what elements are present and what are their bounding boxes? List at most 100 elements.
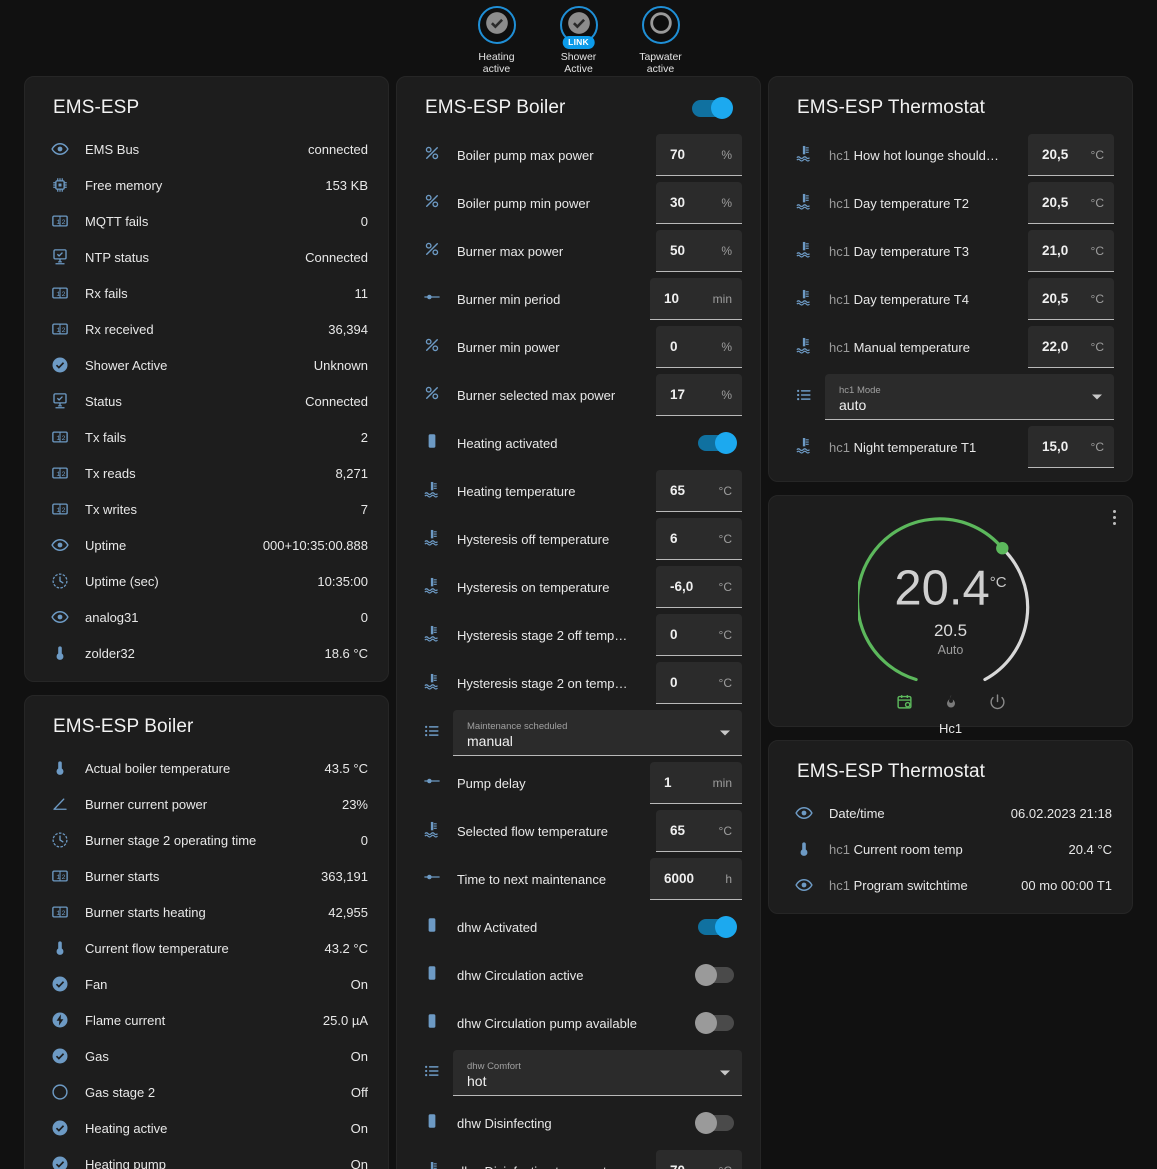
boiler-icon: [428, 1013, 436, 1028]
svg-text:2: 2: [62, 219, 66, 227]
data-row: Free memory 153 KB: [41, 167, 372, 203]
row-value: 000+10:35:00.888: [262, 537, 368, 553]
input-value: 10: [664, 291, 680, 306]
input-row-label: Heating temperature: [457, 483, 576, 499]
row-value: 7: [360, 501, 368, 517]
check-circle-icon: [52, 357, 68, 373]
thermostat-dial[interactable]: 20.4°C 20.5 Auto: [858, 514, 1043, 699]
value-input[interactable]: 15,0 °C: [1028, 426, 1114, 468]
calendar-schedule-icon[interactable]: [896, 693, 913, 715]
value-input[interactable]: 0 °C: [656, 614, 742, 656]
status-item-2[interactable]: Tapwater active: [630, 6, 692, 75]
value-input[interactable]: 65 °C: [656, 810, 742, 852]
value-input[interactable]: 70 °C: [656, 1150, 742, 1169]
value-input[interactable]: 50 %: [656, 230, 742, 272]
value-input[interactable]: 65 °C: [656, 470, 742, 512]
percent-icon: [423, 192, 453, 215]
power-icon[interactable]: [989, 693, 1006, 715]
value-input[interactable]: 70 %: [656, 134, 742, 176]
value-input[interactable]: 21,0 °C: [1028, 230, 1114, 272]
value-input[interactable]: 20,5 °C: [1028, 278, 1114, 320]
value-input[interactable]: 0 °C: [656, 662, 742, 704]
status-label-1: Shower Active: [560, 51, 597, 75]
input-row-label: Hysteresis stage 2 off temp…: [457, 627, 628, 643]
input-unit: °C: [705, 1164, 732, 1169]
value-input[interactable]: 17 %: [656, 374, 742, 416]
value-input[interactable]: 6 °C: [656, 518, 742, 560]
value-input[interactable]: 20,5 °C: [1028, 134, 1114, 176]
watertemp-icon: [423, 480, 453, 503]
toggle-switch[interactable]: [695, 1012, 734, 1034]
card-ems-esp: EMS-ESP EMS Bus connected Free memory 15…: [24, 76, 389, 682]
percent-icon: [423, 144, 453, 167]
eye-icon: [51, 538, 69, 552]
value-input[interactable]: 22,0 °C: [1028, 326, 1114, 368]
toggle-switch[interactable]: [698, 432, 737, 454]
row-label: hc1 Program switchtime: [829, 877, 968, 893]
value-input[interactable]: 1 min: [650, 762, 742, 804]
row-value: Off: [350, 1084, 368, 1100]
toggle-row: dhw Disinfecting: [413, 1099, 744, 1147]
status-item-1[interactable]: LINK Shower Active: [548, 6, 610, 75]
row-value: 18.6 °C: [324, 645, 368, 661]
check-circle-icon: [566, 10, 592, 41]
card-title-boiler-status: EMS-ESP Boiler: [53, 716, 194, 737]
row-value: Connected: [305, 249, 368, 265]
status-item-0[interactable]: Heating active: [466, 6, 528, 75]
input-row-label: hc1 How hot lounge should…: [829, 147, 999, 163]
value-input[interactable]: 0 %: [656, 326, 742, 368]
value-input[interactable]: 6000 h: [650, 858, 742, 900]
row-label: Free memory: [85, 177, 163, 193]
input-row-label-prefix: hc1: [829, 243, 854, 259]
row-label: analog31: [85, 609, 139, 625]
memory-icon: [51, 176, 81, 194]
toggle-knob: [695, 1012, 717, 1034]
more-options-icon[interactable]: [1113, 510, 1116, 525]
input-row-label: Burner min power: [457, 339, 560, 355]
dial-readout: 20.4°C 20.5 Auto: [858, 514, 1043, 699]
input-row: Hysteresis off temperature 6 °C: [413, 515, 744, 563]
data-row: Heating pump On: [41, 1146, 372, 1169]
row-label: Actual boiler temperature: [85, 760, 231, 776]
watertemp-icon: [796, 241, 810, 258]
circle-outline-icon: [648, 10, 674, 41]
check-circle-icon: [51, 1119, 81, 1137]
check-circle-icon: [485, 11, 508, 34]
toggle-switch[interactable]: [695, 964, 734, 986]
watertemp-icon: [424, 481, 438, 498]
watertemp-icon: [796, 337, 810, 354]
row-label: zolder32: [85, 645, 135, 661]
data-row: zolder32 18.6 °C: [41, 635, 372, 671]
svg-text:2: 2: [62, 507, 66, 515]
toggle-knob: [715, 916, 737, 938]
flame-icon[interactable]: [943, 693, 959, 715]
input-unit: %: [721, 147, 732, 162]
slider-icon: [423, 772, 453, 795]
watertemp-icon: [423, 1160, 453, 1169]
status-bar: Heating active LINK Shower Active Tapwater…: [0, 0, 1157, 76]
boiler-icon: [423, 1012, 453, 1035]
dropdown-select[interactable]: Maintenance scheduled manual: [453, 710, 742, 756]
input-value: 0: [670, 675, 678, 690]
row-label: Flame current: [85, 1012, 166, 1028]
value-input[interactable]: 20,5 °C: [1028, 182, 1114, 224]
toggle-knob: [715, 432, 737, 454]
status-ring-2[interactable]: [641, 6, 680, 44]
boiler-card-toggle[interactable]: [692, 96, 733, 119]
row-value: 25.0 µA: [322, 1012, 368, 1028]
value-input[interactable]: -6,0 °C: [656, 566, 742, 608]
value-input[interactable]: 10 min: [650, 278, 742, 320]
status-ring-0[interactable]: [477, 6, 516, 44]
toggle-switch[interactable]: [698, 916, 737, 938]
toggle-switch[interactable]: [695, 1112, 734, 1134]
toggle-knob: [711, 96, 733, 119]
value-input[interactable]: 30 %: [656, 182, 742, 224]
dropdown-select[interactable]: hc1 Mode auto: [825, 374, 1114, 420]
toggle-row-label: dhw Circulation pump available: [457, 1015, 637, 1031]
row-label: Current flow temperature: [85, 940, 229, 956]
eye-icon: [795, 806, 813, 820]
dropdown-select[interactable]: dhw Comfort hot: [453, 1050, 742, 1096]
toggle-row-label: Heating activated: [457, 435, 558, 451]
